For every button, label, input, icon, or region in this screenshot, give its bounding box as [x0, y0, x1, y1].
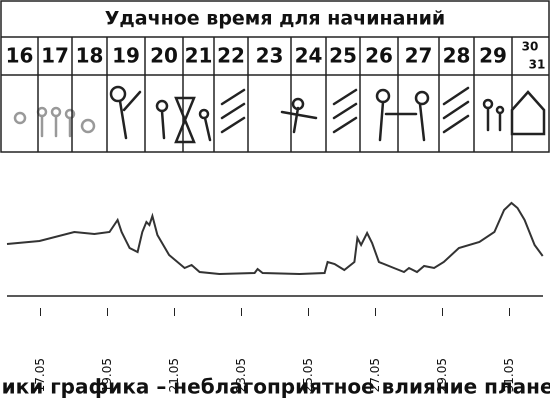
day-label: 30: [522, 40, 539, 54]
day-label: 18: [76, 44, 104, 68]
x-tick-label: 19.05: [100, 358, 114, 392]
day-label: 31: [529, 58, 546, 72]
calendar-frame: [0, 0, 550, 153]
day-label: 19: [112, 44, 140, 68]
day-label: 23: [256, 44, 284, 68]
day-label: 26: [365, 44, 393, 68]
day-label: 25: [329, 44, 357, 68]
day-label: 29: [479, 44, 507, 68]
x-tick-label: 21.05: [167, 358, 181, 392]
data-line: [6, 201, 544, 276]
day-label: 20: [150, 44, 178, 68]
day-label: 22: [217, 44, 245, 68]
day-label: 16: [6, 44, 34, 68]
x-tick-label: 17.05: [33, 358, 47, 392]
day-label: 17: [41, 44, 69, 68]
day-label: 28: [443, 44, 471, 68]
x-tick-label: 31.05: [502, 358, 516, 392]
x-tick-label: 27.05: [368, 358, 382, 392]
day-label: 24: [295, 44, 323, 68]
chart-caption: Пики графика – неблагоприятное влияние п…: [0, 375, 550, 399]
day-label: 21: [185, 44, 213, 68]
day-label: 27: [405, 44, 433, 68]
x-tick-label: 25.05: [301, 358, 315, 392]
calendar-title: Удачное время для начинаний: [105, 8, 445, 30]
x-tick-label: 23.05: [234, 358, 248, 392]
x-tick-label: 29.05: [435, 358, 449, 392]
icons: [13, 85, 546, 144]
